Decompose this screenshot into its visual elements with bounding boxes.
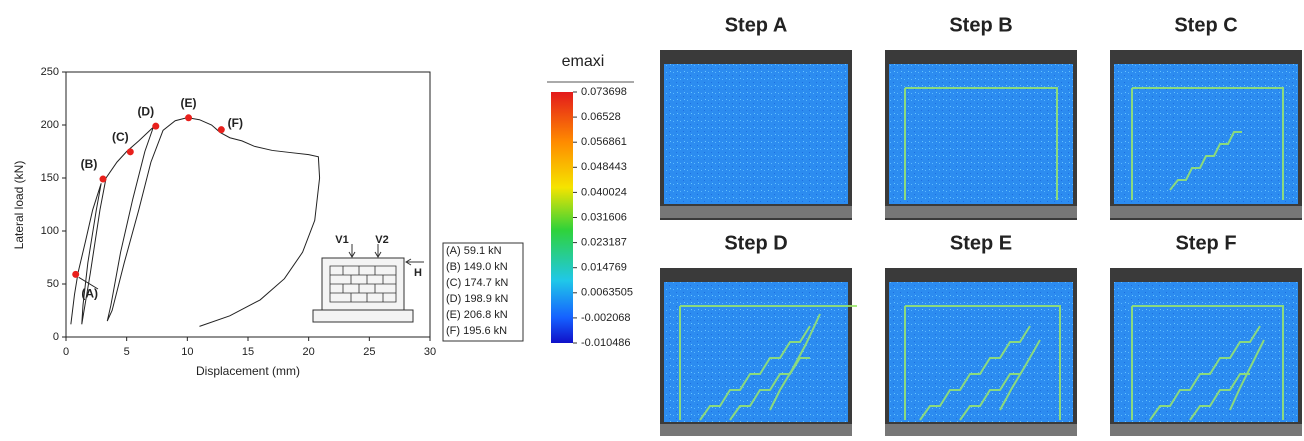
panel-base	[660, 206, 852, 218]
colorbar-tick-label: 0.048443	[581, 161, 627, 173]
panel-strain-field	[1114, 282, 1298, 422]
colorbar-tick-label: 0.031606	[581, 211, 627, 223]
panel-title: Step B	[949, 14, 1012, 36]
colorbar-tick-label: 0.073698	[581, 86, 627, 98]
key-point	[152, 123, 159, 130]
x-tick-label: 10	[181, 346, 193, 358]
panel-base	[885, 424, 1077, 436]
x-axis-label: Displacement (mm)	[196, 364, 300, 378]
colorbar-tick-label: -0.002068	[581, 312, 631, 324]
y-tick-label: 250	[41, 66, 59, 78]
colorbar-tick-label: -0.010486	[581, 337, 631, 349]
value-box-entry: (F) 195.6 kN	[446, 325, 507, 337]
panel-title: Step E	[950, 232, 1012, 254]
point-label: (F)	[228, 116, 243, 130]
x-tick-label: 30	[424, 346, 436, 358]
y-axis-label: Lateral load (kN)	[12, 161, 26, 250]
colorbar-title: emaxi	[562, 53, 605, 70]
y-tick-label: 150	[41, 172, 59, 184]
value-box-entry: (D) 198.9 kN	[446, 293, 508, 305]
panel-base	[1110, 424, 1302, 436]
load-label: V1	[335, 234, 348, 246]
panel-strain-field	[664, 64, 848, 204]
colorbar-tick-label: 0.0063505	[581, 287, 633, 299]
page: Displacement (mm) Lateral load (kN) 0 5 10…	[0, 0, 1304, 436]
value-box-entry: (A) 59.1 kN	[446, 245, 502, 257]
load-label: H	[414, 267, 422, 279]
figure: Displacement (mm) Lateral load (kN) 0 5 10…	[0, 0, 1304, 436]
point-label: (A)	[81, 287, 98, 301]
x-tick-label: 15	[242, 346, 254, 358]
load-label: V2	[375, 234, 388, 246]
y-tick-label: 0	[53, 331, 59, 343]
colorbar-tick-label: 0.06528	[581, 111, 621, 123]
y-tick-label: 200	[41, 119, 59, 131]
colorbar-tick-label: 0.014769	[581, 262, 627, 274]
panel-strain-field	[889, 64, 1073, 204]
point-label: (B)	[81, 157, 98, 171]
colorbar-tick-label: 0.056861	[581, 136, 627, 148]
colorbar-tick-label: 0.040024	[581, 186, 627, 198]
colorbar: emaxi 0.073698 0.06528 0.056861 0.048443 0.0…	[547, 53, 634, 349]
colorbar-tick-label: 0.023187	[581, 237, 627, 249]
point-label: (D)	[137, 104, 154, 118]
panel-title: Step C	[1174, 14, 1237, 36]
key-point	[100, 176, 107, 183]
panel-base	[1110, 206, 1302, 218]
value-box-entry: (C) 174.7 kN	[446, 277, 508, 289]
point-label: (E)	[181, 96, 197, 110]
key-point	[72, 271, 79, 278]
x-tick-label: 5	[124, 346, 130, 358]
key-point	[127, 148, 134, 155]
y-tick-label: 100	[41, 225, 59, 237]
panel-title: Step D	[724, 232, 787, 254]
value-box-entry: (E) 206.8 kN	[446, 309, 508, 321]
key-point	[185, 114, 192, 121]
load-curve	[71, 118, 320, 327]
load-displacement-chart: Displacement (mm) Lateral load (kN) 0 5 10…	[12, 66, 523, 378]
panel-title: Step A	[725, 14, 788, 36]
panel-base	[885, 206, 1077, 218]
panel-base	[660, 424, 852, 436]
key-point	[218, 126, 225, 133]
y-tick-label: 50	[47, 278, 59, 290]
panel-title: Step F	[1175, 232, 1236, 254]
x-tick-label: 20	[303, 346, 315, 358]
panels: Step A Step B Step C Step D Step E Step F	[660, 14, 1302, 436]
wall-schematic	[313, 244, 424, 322]
x-tick-label: 25	[363, 346, 375, 358]
point-label: (C)	[112, 130, 129, 144]
x-tick-label: 0	[63, 346, 69, 358]
panel-strain-field	[1114, 64, 1298, 204]
colorbar-ramp	[551, 92, 573, 343]
panel-strain-field	[664, 282, 848, 422]
value-box-entry: (B) 149.0 kN	[446, 261, 508, 273]
panel-strain-field	[889, 282, 1073, 422]
